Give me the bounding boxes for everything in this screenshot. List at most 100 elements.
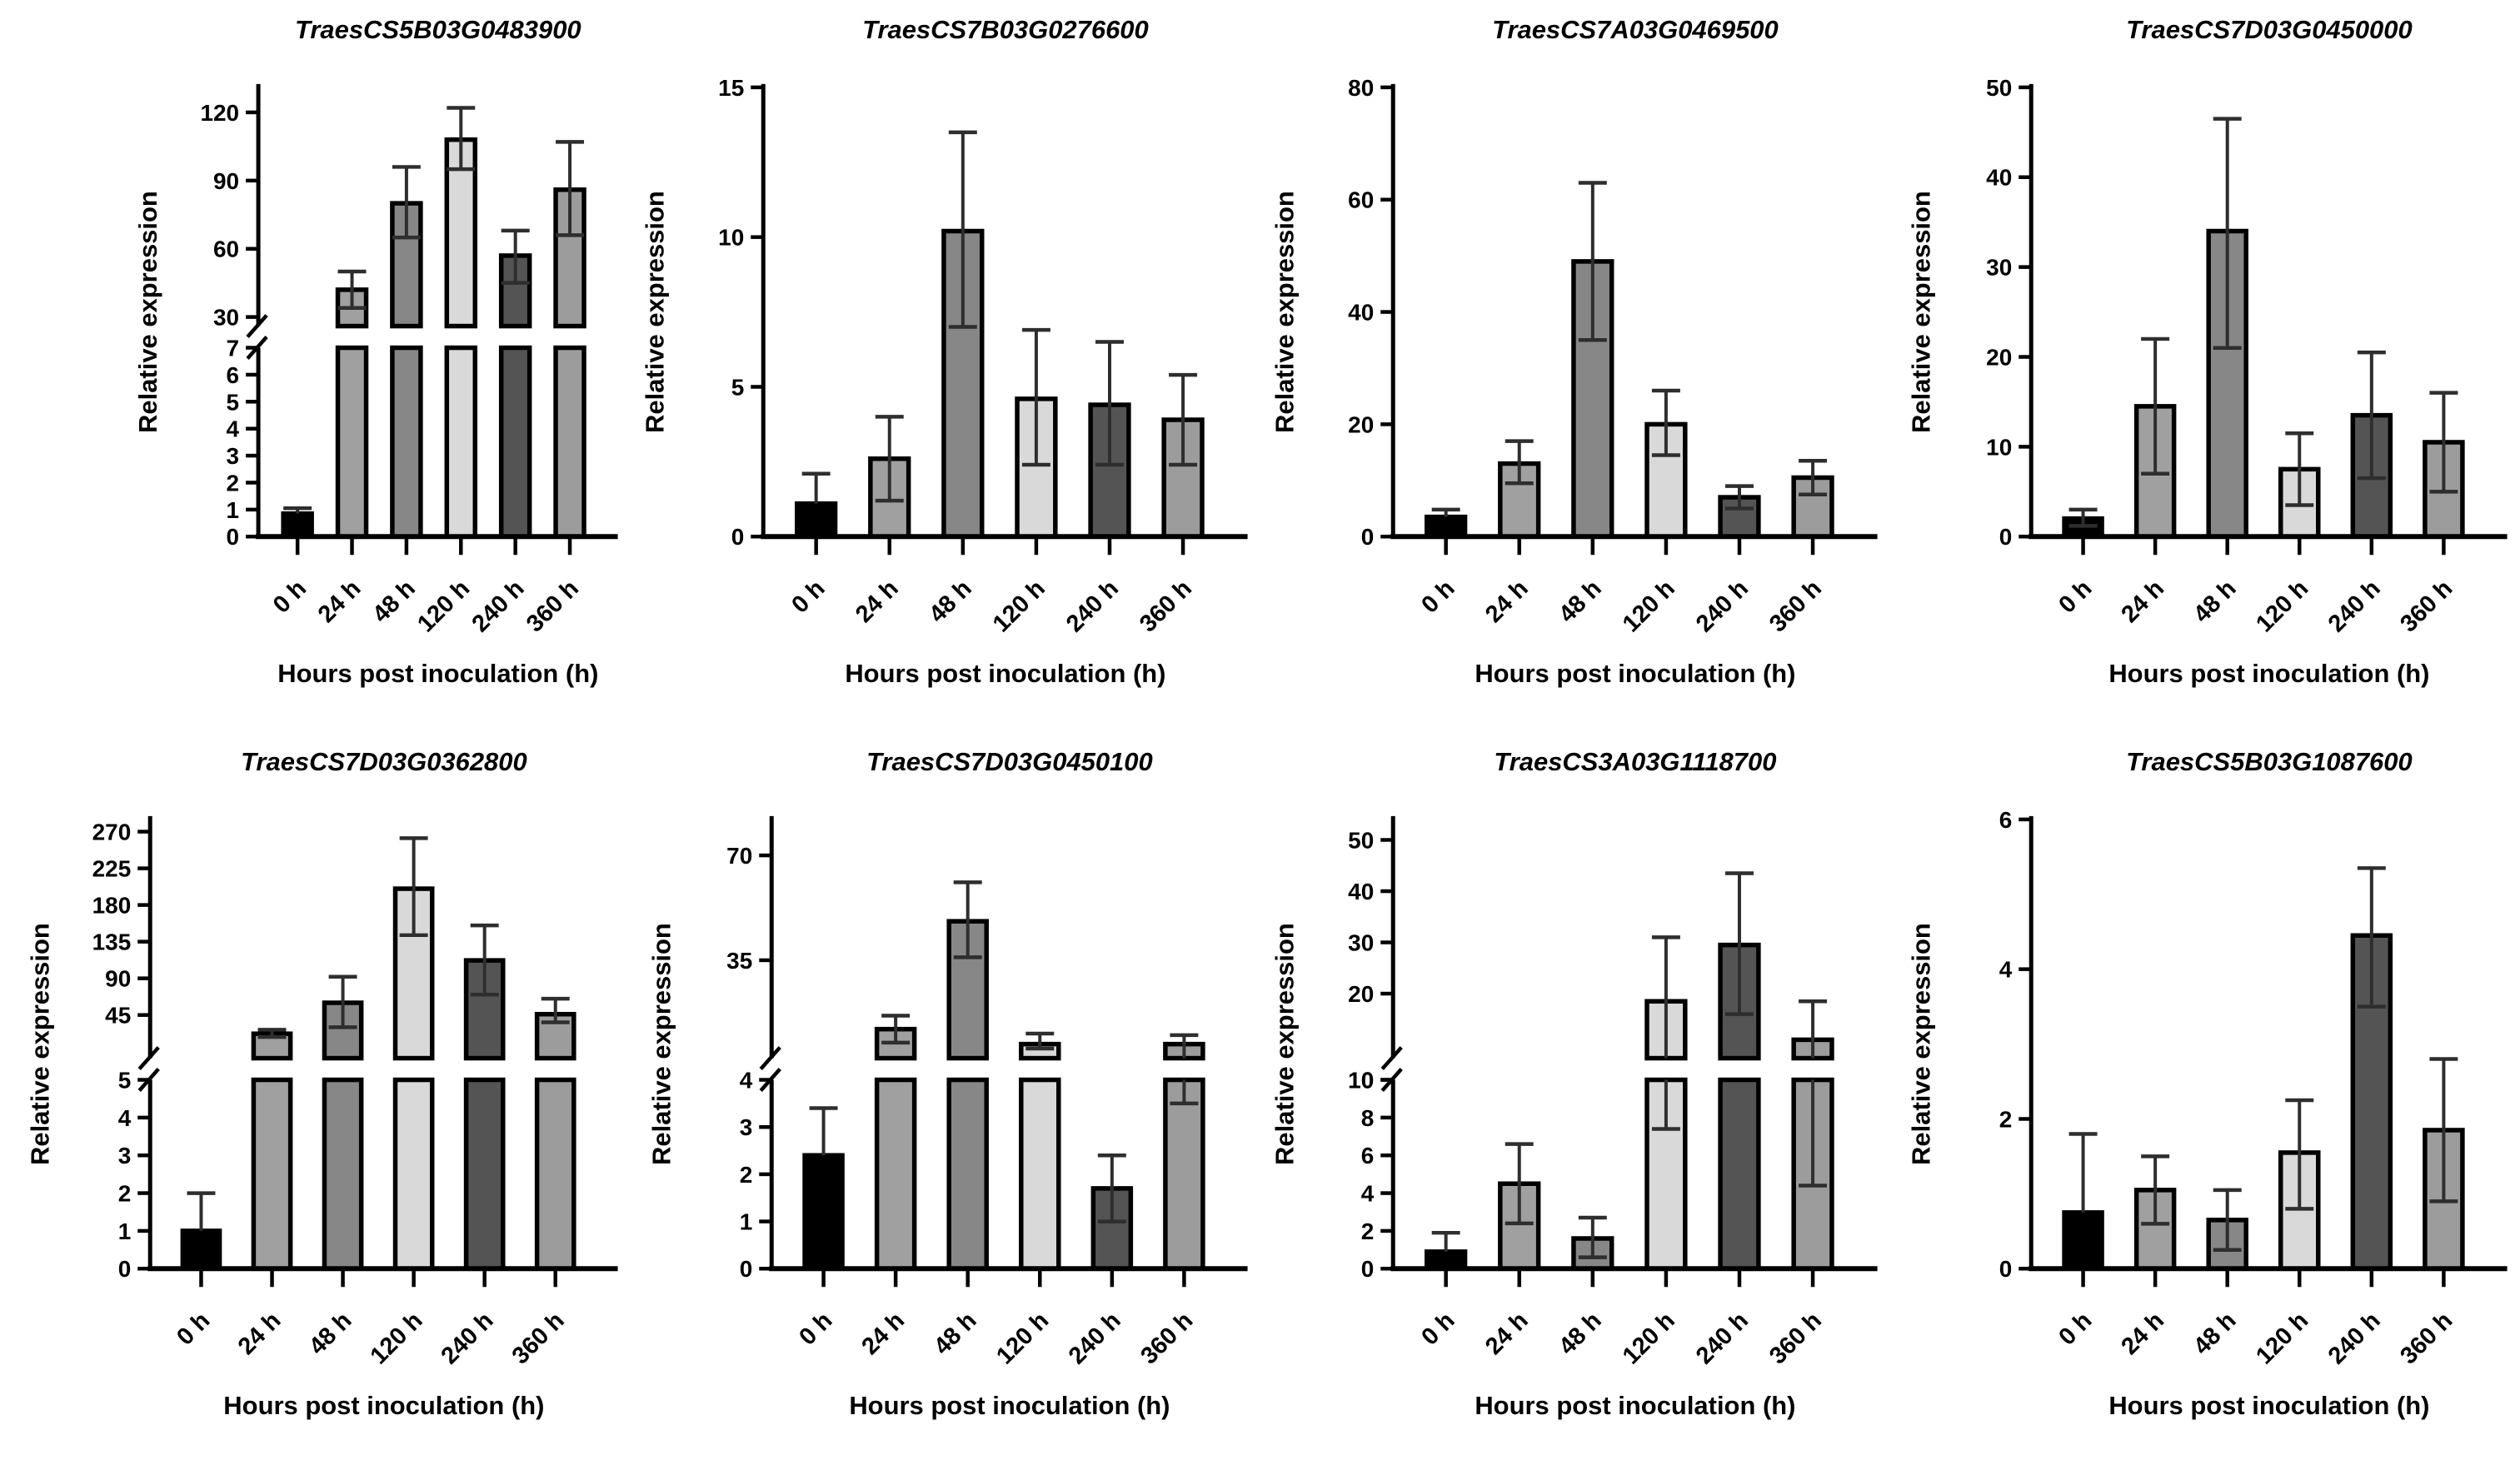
- x-tick-label: 24 h: [851, 576, 904, 629]
- expression-bar-chart-1: TraesCS5B03G0483900 Relative expression Ho…: [133, 15, 618, 688]
- x-tick-label: 0 h: [268, 576, 312, 619]
- y-tick-label: 10: [1986, 434, 2012, 460]
- x-axis-label: Hours post inoculation (h): [1475, 1391, 1795, 1420]
- y-tick-label: 45: [105, 1003, 131, 1029]
- x-tick-label: 48 h: [2188, 576, 2242, 629]
- y-tick-label: 270: [92, 820, 132, 845]
- y-tick-label: 0: [227, 524, 240, 550]
- y-axis-label: Relative expression: [133, 191, 162, 433]
- axis-break-mark-lower: [137, 1068, 160, 1092]
- y-tick-label: 1: [740, 1209, 753, 1235]
- x-tick-label: 360 h: [1764, 576, 1827, 638]
- y-tick-label: 20: [1348, 411, 1374, 437]
- bar-240h: [463, 1077, 506, 1272]
- chart-panel-4: TraesCS7D03G0450000 Relative expression Ho…: [1889, 0, 2519, 732]
- y-tick-label: 10: [718, 225, 744, 251]
- panel-title: TraesCS5B03G0483900: [295, 15, 581, 44]
- x-tick-label: 24 h: [1480, 576, 1534, 629]
- panel-title: TraesCS7B03G0276600: [862, 15, 1149, 44]
- x-tick-label: 24 h: [233, 1308, 287, 1361]
- y-axis-label: Relative expression: [1906, 191, 1935, 433]
- y-tick-label: 20: [1348, 981, 1374, 1007]
- bar-120h: [444, 345, 478, 540]
- y-tick-label: 6: [227, 362, 240, 388]
- y-tick-label: 120: [200, 100, 239, 126]
- x-tick-label: 360 h: [1764, 1308, 1827, 1370]
- y-tick-label: 40: [1986, 165, 2012, 191]
- y-tick-label: 4: [118, 1105, 132, 1131]
- x-tick-label: 120 h: [1618, 1308, 1680, 1370]
- expression-bar-chart-4: TraesCS7D03G0450000 Relative expression Ho…: [1906, 15, 2508, 688]
- y-tick-label: 4: [1361, 1181, 1375, 1207]
- x-axis-label: Hours post inoculation (h): [277, 659, 598, 688]
- x-tick-label: 24 h: [1480, 1308, 1534, 1361]
- bar-24h: [335, 345, 369, 540]
- y-tick-label: 4: [227, 416, 240, 442]
- x-tick-label: 48 h: [367, 576, 421, 629]
- bar-360h: [553, 345, 586, 540]
- y-tick-label: 50: [1986, 75, 2012, 101]
- x-axis-label: Hours post inoculation (h): [2108, 1391, 2429, 1420]
- x-tick-label: 120 h: [988, 576, 1050, 638]
- chart-panel-2: TraesCS7B03G0276600 Relative expression Ho…: [630, 0, 1260, 732]
- expression-bar-chart-3: TraesCS7A03G0469500 Relative expression Ho…: [1270, 15, 1878, 688]
- y-tick-label: 2: [1999, 1106, 2013, 1132]
- y-tick-label: 1: [227, 497, 240, 523]
- bar-0h: [1425, 514, 1468, 540]
- y-tick-label: 7: [227, 336, 240, 361]
- bar-360h: [1163, 1077, 1205, 1272]
- y-tick-label: 60: [1348, 187, 1374, 213]
- y-axis-label: Relative expression: [1270, 191, 1299, 433]
- x-tick-label: 240 h: [467, 576, 530, 638]
- bar-240h: [498, 345, 532, 540]
- y-tick-label: 0: [1999, 1256, 2013, 1282]
- chart-panel-7: TraesCS3A03G1118700 Relative expression Ho…: [1260, 732, 1889, 1464]
- x-axis-label: Hours post inoculation (h): [1475, 659, 1795, 688]
- y-tick-label: 5: [118, 1068, 132, 1094]
- x-tick-label: 0 h: [794, 1308, 837, 1351]
- bar-0h: [802, 1153, 845, 1272]
- x-tick-label: 0 h: [172, 1308, 215, 1351]
- x-tick-label: 48 h: [929, 1308, 982, 1361]
- y-tick-label: 225: [92, 856, 132, 882]
- bar-240h: [1718, 495, 1761, 540]
- y-tick-label: 60: [213, 237, 239, 262]
- y-tick-label: 4: [740, 1068, 753, 1094]
- y-tick-label: 10: [1348, 1068, 1374, 1094]
- x-tick-label: 240 h: [1691, 576, 1754, 638]
- y-tick-label: 3: [227, 443, 240, 469]
- x-tick-label: 120 h: [991, 1308, 1054, 1370]
- chart-panel-5: TraesCS7D03G0362800 Relative expression Ho…: [0, 732, 630, 1464]
- y-tick-label: 135: [92, 929, 132, 955]
- axis-break-mark-upper: [759, 1046, 781, 1071]
- axis-break-mark-upper: [1380, 1046, 1403, 1071]
- x-tick-label: 120 h: [2251, 1308, 2313, 1370]
- x-axis-label: Hours post inoculation (h): [2108, 659, 2429, 688]
- y-axis-label: Relative expression: [25, 923, 54, 1165]
- bar-48h: [322, 1077, 364, 1272]
- y-tick-label: 0: [118, 1256, 132, 1282]
- x-tick-label: 360 h: [507, 1308, 570, 1370]
- y-tick-label: 180: [92, 893, 132, 919]
- y-tick-label: 0: [1999, 524, 2013, 550]
- bar-48h: [390, 345, 423, 540]
- bar-240h: [1718, 1077, 1761, 1272]
- y-tick-label: 90: [105, 966, 131, 992]
- axis-break-mark-lower: [759, 1068, 781, 1092]
- y-tick-label: 0: [731, 524, 745, 550]
- chart-panel-1: TraesCS5B03G0483900 Relative expression Ho…: [0, 0, 630, 732]
- x-tick-label: 24 h: [2116, 1308, 2169, 1361]
- x-tick-label: 360 h: [1135, 1308, 1198, 1370]
- chart-panel-3: TraesCS7A03G0469500 Relative expression Ho…: [1260, 0, 1889, 732]
- y-tick-label: 2: [227, 470, 240, 496]
- bar-0h: [1425, 1249, 1468, 1272]
- y-tick-label: 3: [118, 1143, 132, 1169]
- x-axis-label: Hours post inoculation (h): [223, 1391, 544, 1420]
- expression-bar-chart-7: TraesCS3A03G1118700 Relative expression Ho…: [1270, 747, 1878, 1420]
- y-tick-label: 5: [731, 374, 745, 400]
- x-tick-label: 240 h: [1691, 1308, 1754, 1370]
- y-tick-label: 80: [1348, 75, 1374, 101]
- x-tick-label: 120 h: [1618, 576, 1680, 638]
- y-tick-label: 0: [1361, 524, 1375, 550]
